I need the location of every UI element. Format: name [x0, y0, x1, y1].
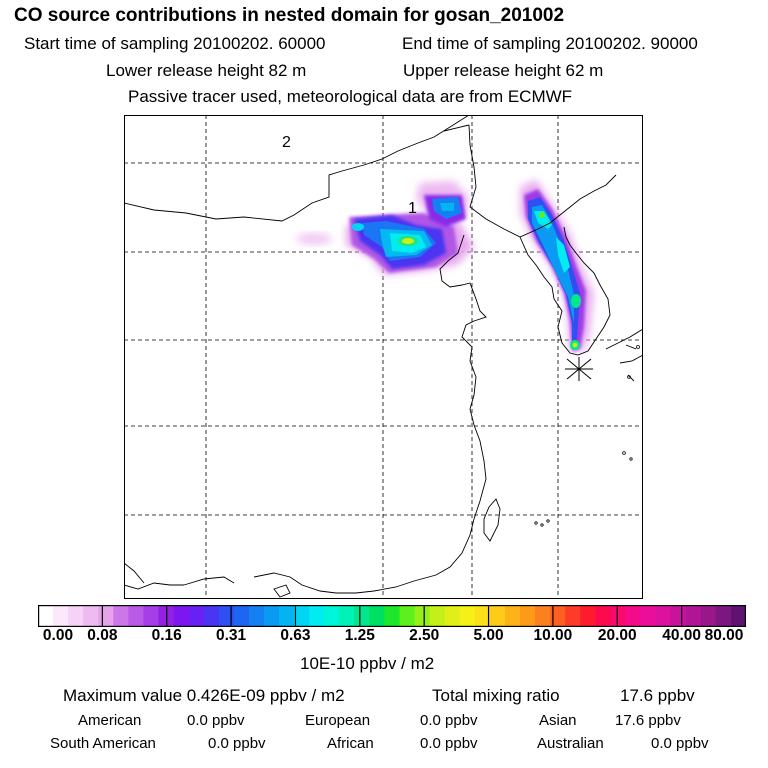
region-label-1: 1	[408, 200, 417, 217]
colorbar-cell	[715, 605, 732, 627]
colorbar-cell	[640, 605, 657, 627]
colorbar-cell	[580, 605, 596, 627]
colorbar-cell	[248, 605, 265, 627]
colorbar-cell	[399, 605, 416, 627]
colorbar-cell	[233, 605, 250, 627]
region-label-2: 2	[282, 134, 291, 151]
colorbar-cell	[83, 605, 99, 627]
south-american-label: South American	[50, 735, 156, 752]
total-mixing-ratio-label: Total mixing ratio	[432, 686, 560, 705]
colorbar-cell	[625, 605, 642, 627]
colorbar-tick-label: 1.25	[344, 627, 375, 644]
end-time-label: End time of sampling 20100202. 90000	[402, 34, 698, 53]
african-label: African	[327, 735, 374, 752]
concentration-plume-west	[296, 181, 474, 275]
colorbar-tick-label: 0.00	[42, 627, 74, 644]
colorbar-cell	[459, 605, 476, 627]
colorbar-tick-label: 0.31	[215, 627, 247, 644]
colorbar-tick-label: 5.00	[473, 627, 504, 644]
colorbar-cell	[369, 605, 386, 627]
colorbar-cell	[504, 605, 521, 627]
colorbar-cell	[143, 605, 160, 627]
colorbar-cell	[53, 605, 69, 627]
colorbar-cell	[128, 605, 145, 627]
colorbar-tick-label: 80.00	[704, 627, 744, 644]
australian-value: 0.0 ppbv	[651, 735, 709, 752]
colorbar-cell	[339, 605, 355, 627]
colorbar-cell	[565, 605, 581, 627]
colorbar-tick-label: 40.00	[662, 627, 702, 644]
colorbar-cell	[685, 605, 702, 627]
asian-value: 17.6 ppbv	[615, 712, 681, 729]
tracer-note: Passive tracer used, meteorological data…	[128, 87, 573, 106]
colorbar-cell	[188, 605, 205, 627]
colorbar-unit-label: 10E-10 ppbv / m2	[300, 654, 435, 673]
australian-label: Australian	[537, 735, 604, 752]
total-mixing-ratio-value: 17.6 ppbv	[620, 686, 695, 705]
colorbar-cell	[489, 605, 506, 627]
lower-release-height-label: Lower release height 82 m	[106, 61, 307, 80]
colorbar-cell	[700, 605, 717, 627]
colorbar-cell	[595, 605, 612, 627]
colorbar-cell	[279, 605, 295, 627]
european-value: 0.0 ppbv	[420, 712, 478, 729]
colorbar-cell	[474, 605, 491, 627]
colorbar-tick-label: 20.00	[597, 627, 637, 644]
colorbar-tick-label: 10.00	[533, 627, 573, 644]
colorbar-cell	[730, 605, 746, 627]
colorbar-tick-label: 0.16	[151, 627, 182, 644]
islands	[534, 345, 640, 527]
map-frame	[124, 115, 643, 599]
colorbar-cell	[384, 605, 401, 627]
map-panel: 2 1	[124, 115, 643, 599]
colorbar-tick-label: 2.50	[409, 627, 440, 644]
coastlines	[124, 115, 643, 598]
colorbar-cell	[203, 605, 220, 627]
start-time-label: Start time of sampling 20100202. 60000	[24, 34, 326, 53]
colorbar-cell	[670, 605, 687, 627]
colorbar-cell	[218, 605, 235, 627]
colorbar-tick-label: 0.08	[87, 627, 118, 644]
colorbar-cell	[98, 605, 114, 627]
receptor-marker-icon	[565, 357, 593, 381]
american-label: American	[78, 712, 142, 729]
colorbar-cell	[38, 605, 54, 627]
african-value: 0.0 ppbv	[420, 735, 478, 752]
colorbar-cell	[263, 605, 280, 627]
colorbar-cell	[535, 605, 551, 627]
page-title: CO source contributions in nested domain…	[14, 5, 565, 26]
american-value: 0.0 ppbv	[187, 712, 245, 729]
colorbar-cell	[655, 605, 672, 627]
south-american-value: 0.0 ppbv	[208, 735, 266, 752]
colorbar-cell	[429, 605, 446, 627]
colorbar	[38, 605, 746, 627]
european-label: European	[305, 712, 371, 729]
concentration-plume-east	[520, 179, 594, 351]
colorbar-cell	[354, 605, 370, 627]
colorbar-cell	[294, 605, 310, 627]
colorbar-cell	[68, 605, 84, 627]
colorbar-cell	[550, 605, 566, 627]
colorbar-cell	[173, 605, 190, 627]
asian-label: Asian	[539, 712, 577, 729]
colorbar-cell	[309, 605, 325, 627]
colorbar-cell	[520, 605, 536, 627]
colorbar-cell	[444, 605, 461, 627]
colorbar-cell	[324, 605, 340, 627]
colorbar-cell	[113, 605, 129, 627]
upper-release-height-label: Upper release height 62 m	[403, 61, 604, 80]
maximum-value-label: Maximum value 0.426E-09 ppbv / m2	[63, 686, 345, 705]
colorbar-tick-label: 0.63	[280, 627, 311, 644]
colorbar-cell	[414, 605, 431, 627]
colorbar-cell	[610, 605, 627, 627]
